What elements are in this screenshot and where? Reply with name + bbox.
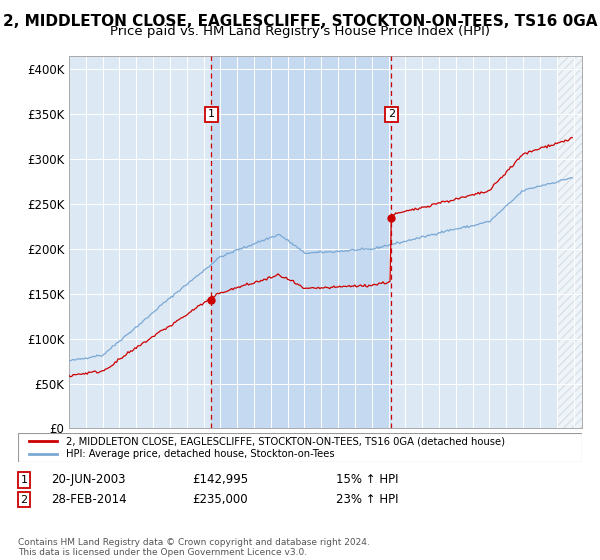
FancyBboxPatch shape [18, 433, 582, 462]
Text: 15% ↑ HPI: 15% ↑ HPI [336, 473, 398, 487]
Text: 23% ↑ HPI: 23% ↑ HPI [336, 493, 398, 506]
Bar [557, 56, 582, 428]
Text: 28-FEB-2014: 28-FEB-2014 [51, 493, 127, 506]
Text: 2, MIDDLETON CLOSE, EAGLESCLIFFE, STOCKTON-ON-TEES, TS16 0GA: 2, MIDDLETON CLOSE, EAGLESCLIFFE, STOCKT… [3, 14, 597, 29]
Text: 2, MIDDLETON CLOSE, EAGLESCLIFFE, STOCKTON-ON-TEES, TS16 0GA (detached house): 2, MIDDLETON CLOSE, EAGLESCLIFFE, STOCKT… [66, 436, 505, 446]
Text: £142,995: £142,995 [192, 473, 248, 487]
Text: 1: 1 [20, 475, 28, 485]
Bar [211, 56, 391, 428]
Text: 2: 2 [388, 109, 395, 119]
Text: HPI: Average price, detached house, Stockton-on-Tees: HPI: Average price, detached house, Stoc… [66, 449, 335, 459]
Text: Price paid vs. HM Land Registry's House Price Index (HPI): Price paid vs. HM Land Registry's House … [110, 25, 490, 38]
Text: Contains HM Land Registry data © Crown copyright and database right 2024.
This d: Contains HM Land Registry data © Crown c… [18, 538, 370, 557]
Text: 2: 2 [20, 494, 28, 505]
Text: 20-JUN-2003: 20-JUN-2003 [51, 473, 125, 487]
Text: 1: 1 [208, 109, 215, 119]
Text: £235,000: £235,000 [192, 493, 248, 506]
